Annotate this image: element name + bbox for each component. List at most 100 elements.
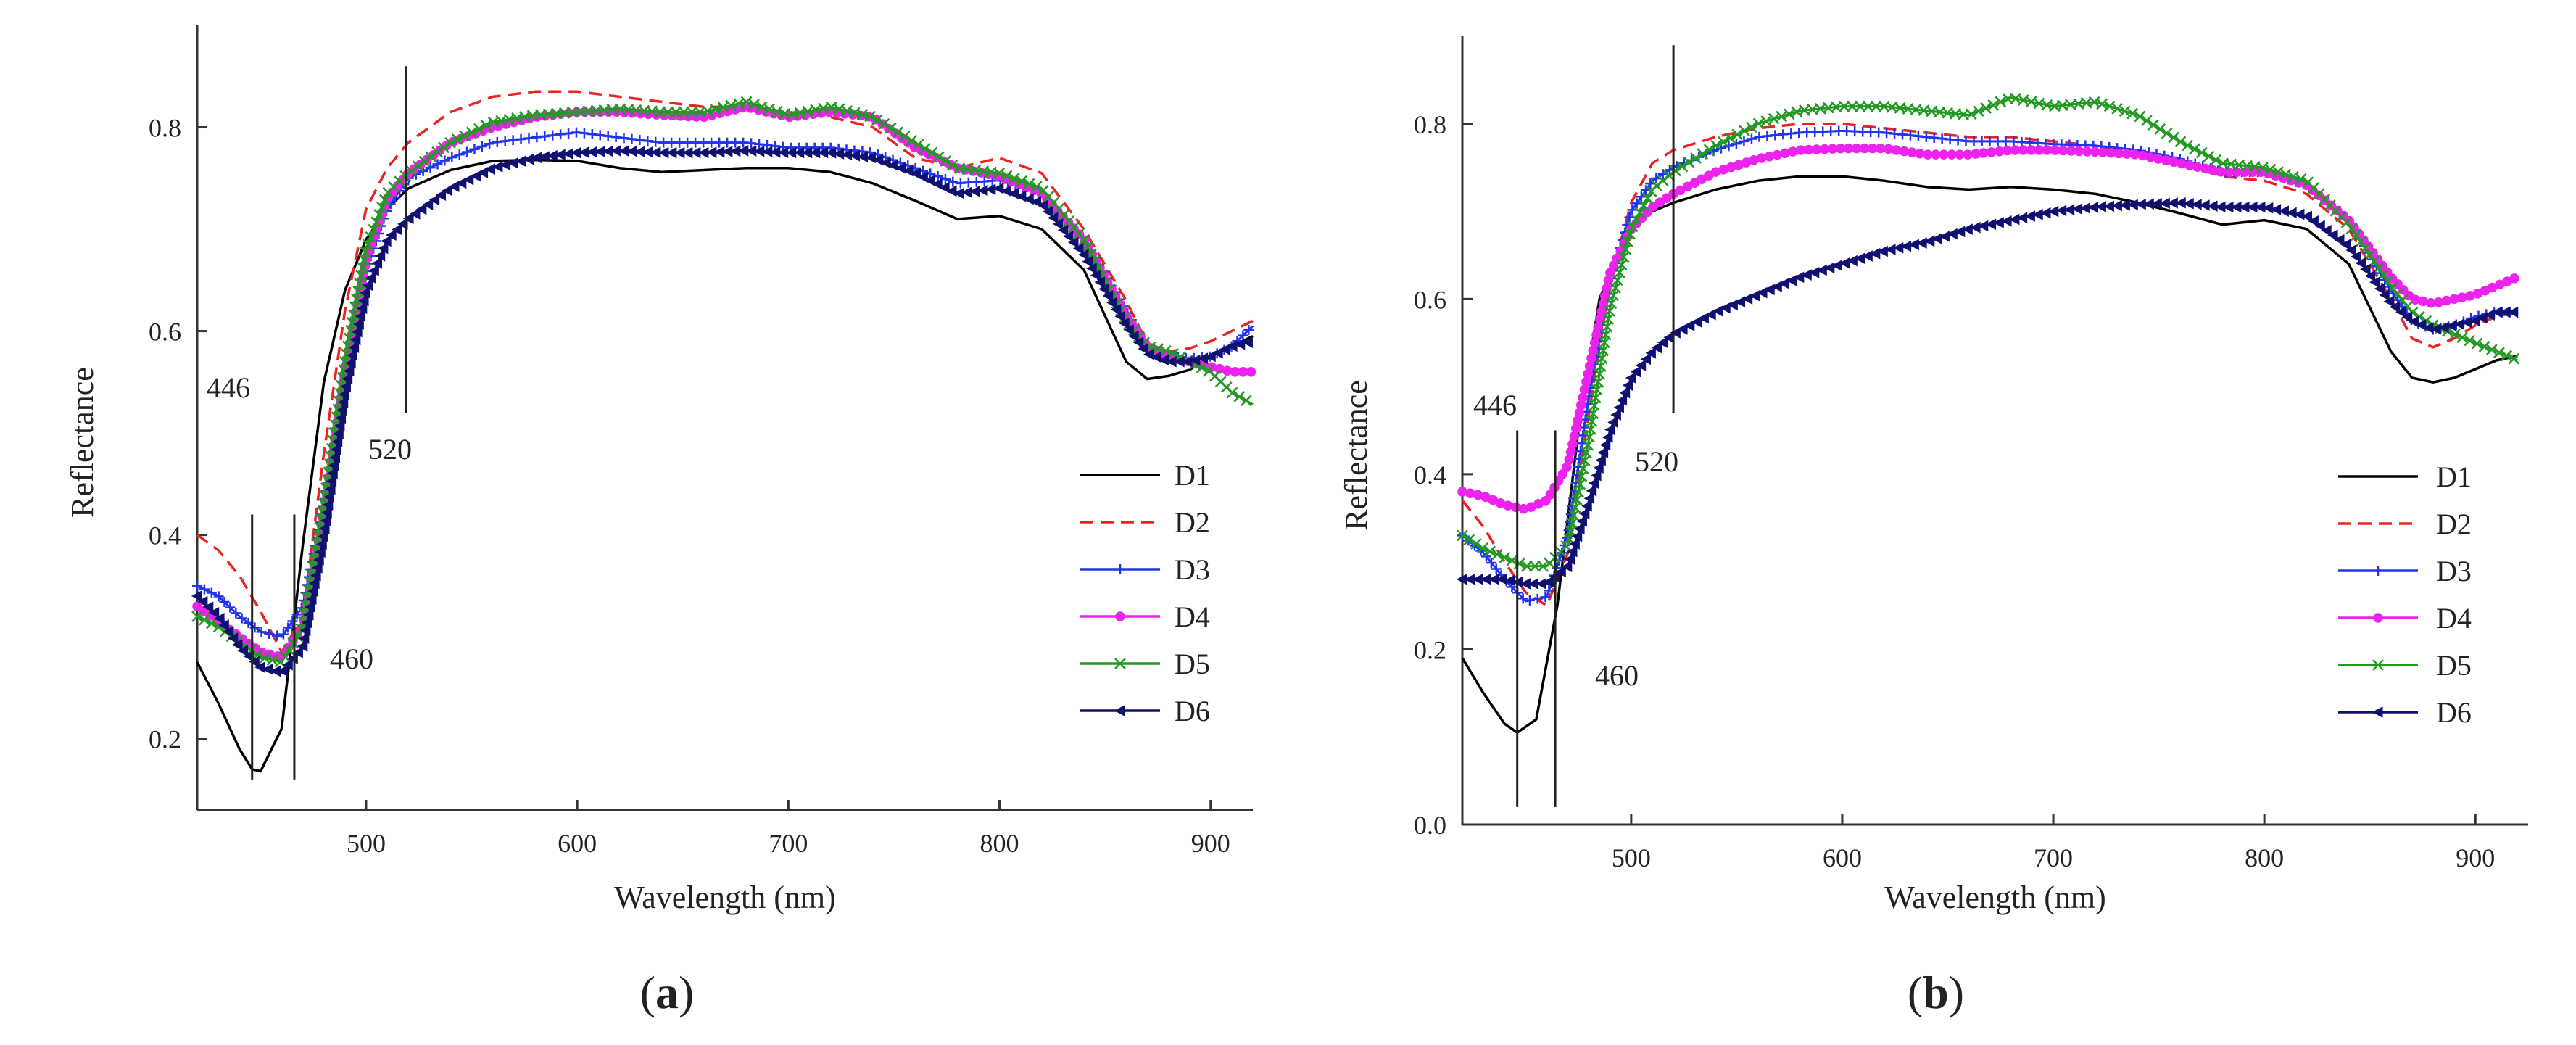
data-point-d5 — [2203, 150, 2215, 162]
data-point-d6 — [1962, 223, 1973, 235]
data-point-d5 — [1001, 170, 1013, 182]
data-point-d5 — [2148, 119, 2159, 131]
data-point-d6 — [2374, 283, 2385, 294]
data-point-d5 — [2140, 115, 2153, 127]
data-point-d6 — [1691, 315, 1702, 328]
data-point-d6 — [2314, 220, 2325, 232]
data-point-d4 — [1570, 424, 1581, 434]
data-point-d3 — [225, 602, 236, 613]
data-point-d4 — [1811, 144, 1822, 154]
data-point-d5 — [1710, 139, 1722, 152]
data-point-d4 — [2097, 147, 2108, 157]
data-point-d3 — [634, 134, 645, 145]
data-point-d3 — [213, 591, 224, 602]
data-point-d4 — [2393, 279, 2403, 289]
data-point-d3 — [1517, 593, 1528, 604]
data-point-d6 — [397, 218, 408, 230]
panel-a-x-tick-label: 800 — [980, 829, 1019, 858]
data-point-d5 — [1690, 152, 1702, 164]
panel-a-x-tick-label: 700 — [769, 829, 808, 858]
data-point-d6 — [924, 175, 935, 186]
data-point-d6 — [1635, 360, 1647, 371]
data-point-d6 — [2293, 208, 2305, 220]
data-point-d6 — [1916, 237, 1927, 249]
data-point-d4 — [2161, 155, 2171, 165]
panel-label-close: ) — [679, 967, 694, 1018]
data-point-d6 — [2340, 239, 2351, 251]
data-point-d5 — [2210, 154, 2222, 166]
data-point-d3 — [761, 140, 772, 151]
data-point-d6 — [377, 242, 389, 255]
data-point-d4 — [2137, 150, 2148, 161]
panel-b-y-tick-label: 0.4 — [1414, 460, 1446, 490]
data-point-d3 — [1746, 133, 1757, 144]
data-point-d6 — [1640, 353, 1652, 365]
data-point-d6 — [1119, 317, 1130, 329]
data-point-d6 — [1604, 424, 1615, 436]
data-point-d4 — [1955, 149, 1965, 160]
data-point-d5 — [2350, 229, 2362, 241]
legend-marker-d4 — [2373, 613, 2383, 623]
data-point-d5 — [1023, 178, 1035, 190]
data-point-d6 — [2355, 257, 2366, 269]
legend-label-d6: D6 — [2436, 696, 2472, 729]
data-point-d5 — [2272, 166, 2284, 178]
panel-b-legend-item-d4: D4 — [2338, 602, 2472, 635]
data-point-d4 — [2145, 152, 2155, 162]
data-point-d6 — [2453, 318, 2465, 330]
data-point-d6 — [1947, 228, 1958, 240]
panel-b-x-tick-label: 500 — [1612, 843, 1651, 872]
data-point-d5 — [1641, 192, 1654, 205]
data-point-d6 — [232, 639, 243, 650]
panel-b-annotation-label-446: 446 — [1473, 389, 1517, 421]
data-point-d6 — [336, 404, 347, 416]
data-point-d4 — [1851, 143, 1862, 154]
data-point-d6 — [1082, 255, 1093, 268]
data-point-d3 — [555, 129, 566, 140]
data-point-d3 — [454, 149, 465, 160]
data-point-d4 — [1931, 149, 1941, 160]
data-point-d6 — [254, 661, 265, 673]
data-point-d6 — [1625, 372, 1636, 384]
data-point-d5 — [287, 637, 299, 649]
data-point-d6 — [1677, 323, 1688, 335]
data-point-d6 — [334, 420, 345, 432]
data-point-d6 — [1094, 276, 1105, 288]
data-point-d6 — [415, 203, 427, 215]
data-point-d3 — [1524, 595, 1535, 606]
legend-label-d2: D2 — [1175, 506, 1210, 539]
data-point-d6 — [865, 152, 876, 164]
data-point-d3 — [500, 136, 510, 146]
data-point-d5 — [1980, 102, 1992, 114]
panel-b-series-d6 — [1456, 197, 2519, 590]
data-point-d4 — [1457, 487, 1467, 497]
data-point-d6 — [1571, 530, 1583, 542]
data-point-d6 — [1801, 269, 1812, 281]
data-point-d4 — [1795, 145, 1806, 155]
legend-marker-d3 — [1115, 564, 1125, 574]
data-point-d4 — [1238, 367, 1248, 377]
data-point-d4 — [2074, 146, 2084, 157]
data-point-d6 — [1008, 188, 1019, 199]
panel-b-annotation-label-520: 520 — [1635, 445, 1678, 478]
legend-marker-d5 — [2372, 659, 2384, 671]
data-point-d5 — [283, 644, 295, 656]
data-point-d6 — [331, 444, 341, 455]
data-point-d6 — [2430, 323, 2441, 335]
data-point-d6 — [297, 640, 308, 652]
data-point-d6 — [1698, 312, 1709, 324]
data-point-d6 — [939, 181, 950, 194]
data-point-d5 — [405, 165, 418, 177]
data-point-d5 — [2189, 143, 2200, 155]
data-point-d6 — [331, 436, 343, 447]
data-point-d6 — [932, 178, 943, 190]
data-point-d6 — [2461, 316, 2472, 329]
data-point-d6 — [1576, 515, 1587, 527]
data-point-d6 — [1205, 350, 1216, 363]
data-point-d6 — [1720, 302, 1731, 314]
data-point-d4 — [1222, 365, 1233, 376]
data-point-d6 — [362, 279, 373, 292]
data-point-d4 — [2153, 154, 2163, 164]
data-point-d5 — [748, 98, 760, 110]
data-point-d6 — [1030, 196, 1042, 208]
